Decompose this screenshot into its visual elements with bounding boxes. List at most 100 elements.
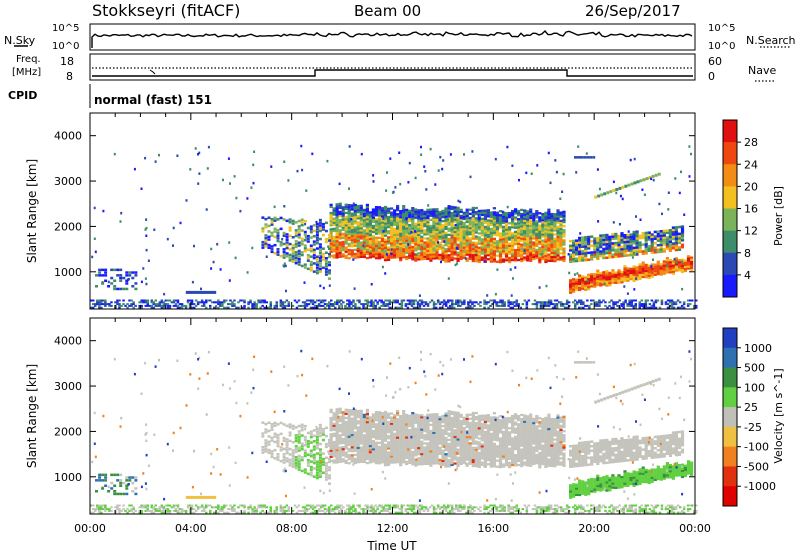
data-cell xyxy=(544,242,548,245)
data-cell xyxy=(435,441,439,444)
data-cell xyxy=(578,243,582,247)
data-cell xyxy=(309,228,313,231)
data-cell xyxy=(527,299,531,302)
data-cell xyxy=(638,241,642,244)
data-cell xyxy=(501,248,506,251)
data-cell xyxy=(447,250,451,253)
data-cell xyxy=(156,303,160,306)
data-cell xyxy=(335,215,339,218)
data-cell xyxy=(390,223,394,227)
data-cell xyxy=(365,242,369,245)
data-cell xyxy=(405,239,409,242)
data-cell xyxy=(650,275,654,278)
data-cell xyxy=(160,301,164,304)
data-cell xyxy=(450,421,454,424)
data-cell xyxy=(456,460,460,463)
data-cell xyxy=(168,306,172,309)
data-cell xyxy=(399,429,403,432)
data-cell xyxy=(511,214,515,217)
data-cell xyxy=(426,251,430,254)
data-cell xyxy=(632,275,636,278)
data-cell xyxy=(429,462,433,465)
data-cell xyxy=(387,240,391,243)
data-cell xyxy=(350,218,353,221)
data-cell xyxy=(420,416,424,419)
data-cell xyxy=(492,241,496,245)
data-cell xyxy=(498,240,503,243)
data-cell xyxy=(312,229,316,233)
data-cell xyxy=(374,212,379,215)
data-cell xyxy=(335,248,339,251)
data-cell xyxy=(356,414,360,417)
data-cell xyxy=(393,246,397,249)
data-cell xyxy=(547,237,551,240)
data-cell xyxy=(586,304,589,307)
data-cell xyxy=(514,210,518,213)
data-cell xyxy=(347,257,351,260)
data-cell xyxy=(598,187,601,191)
data-cell xyxy=(593,277,597,280)
data-cell xyxy=(541,215,545,218)
data-cell xyxy=(465,218,469,222)
data-cell xyxy=(629,249,633,252)
data-cell xyxy=(291,260,295,263)
data-cell xyxy=(396,239,400,242)
data-cell xyxy=(309,244,313,247)
data-cell xyxy=(172,304,176,307)
data-cell xyxy=(383,259,388,262)
data-cell xyxy=(442,301,446,304)
data-cell xyxy=(344,441,348,444)
data-cell xyxy=(444,250,448,253)
data-cell xyxy=(465,212,469,215)
data-cell xyxy=(517,226,521,229)
data-cell xyxy=(154,304,157,307)
data-cell xyxy=(644,234,648,237)
data-cell xyxy=(593,253,597,256)
data-cell xyxy=(674,263,678,266)
data-cell xyxy=(223,301,226,304)
data-cell xyxy=(303,263,307,266)
data-cell xyxy=(465,243,469,246)
data-cell xyxy=(507,304,510,307)
data-cell xyxy=(347,242,351,246)
data-cell xyxy=(368,254,372,257)
data-cell xyxy=(423,210,427,213)
data-cell xyxy=(459,245,463,248)
data-cell xyxy=(347,419,351,422)
data-cell xyxy=(462,248,466,251)
data-cell xyxy=(284,264,287,268)
data-cell xyxy=(383,224,388,227)
data-cell xyxy=(405,434,409,437)
data-cell xyxy=(550,255,554,259)
data-cell xyxy=(556,225,560,228)
data-cell xyxy=(532,257,536,261)
data-cell xyxy=(680,260,683,263)
data-cell xyxy=(497,301,500,304)
data-cell xyxy=(393,242,397,245)
data-cell xyxy=(529,237,533,240)
data-cell xyxy=(426,456,430,459)
data-cell xyxy=(338,255,342,258)
data-cell xyxy=(638,273,642,276)
data-cell xyxy=(526,238,530,242)
data-cell xyxy=(329,224,333,227)
data-cell xyxy=(405,419,409,423)
data-cell xyxy=(387,422,391,426)
data-cell xyxy=(347,230,351,233)
data-cell xyxy=(362,306,365,309)
data-cell xyxy=(399,437,403,440)
data-cell xyxy=(356,217,360,220)
data-cell xyxy=(362,208,366,212)
data-cell xyxy=(635,239,639,242)
data-cell xyxy=(250,186,253,189)
colorbar-box xyxy=(723,142,737,165)
data-cell xyxy=(100,301,103,304)
data-cell xyxy=(463,301,466,304)
data-cell xyxy=(432,452,436,455)
power-x-tick-marks xyxy=(89,113,696,309)
data-cell xyxy=(210,267,213,270)
data-cell xyxy=(239,209,242,213)
data-cell xyxy=(668,238,672,241)
data-cell xyxy=(344,459,348,462)
cpid-label: CPID xyxy=(8,89,37,102)
